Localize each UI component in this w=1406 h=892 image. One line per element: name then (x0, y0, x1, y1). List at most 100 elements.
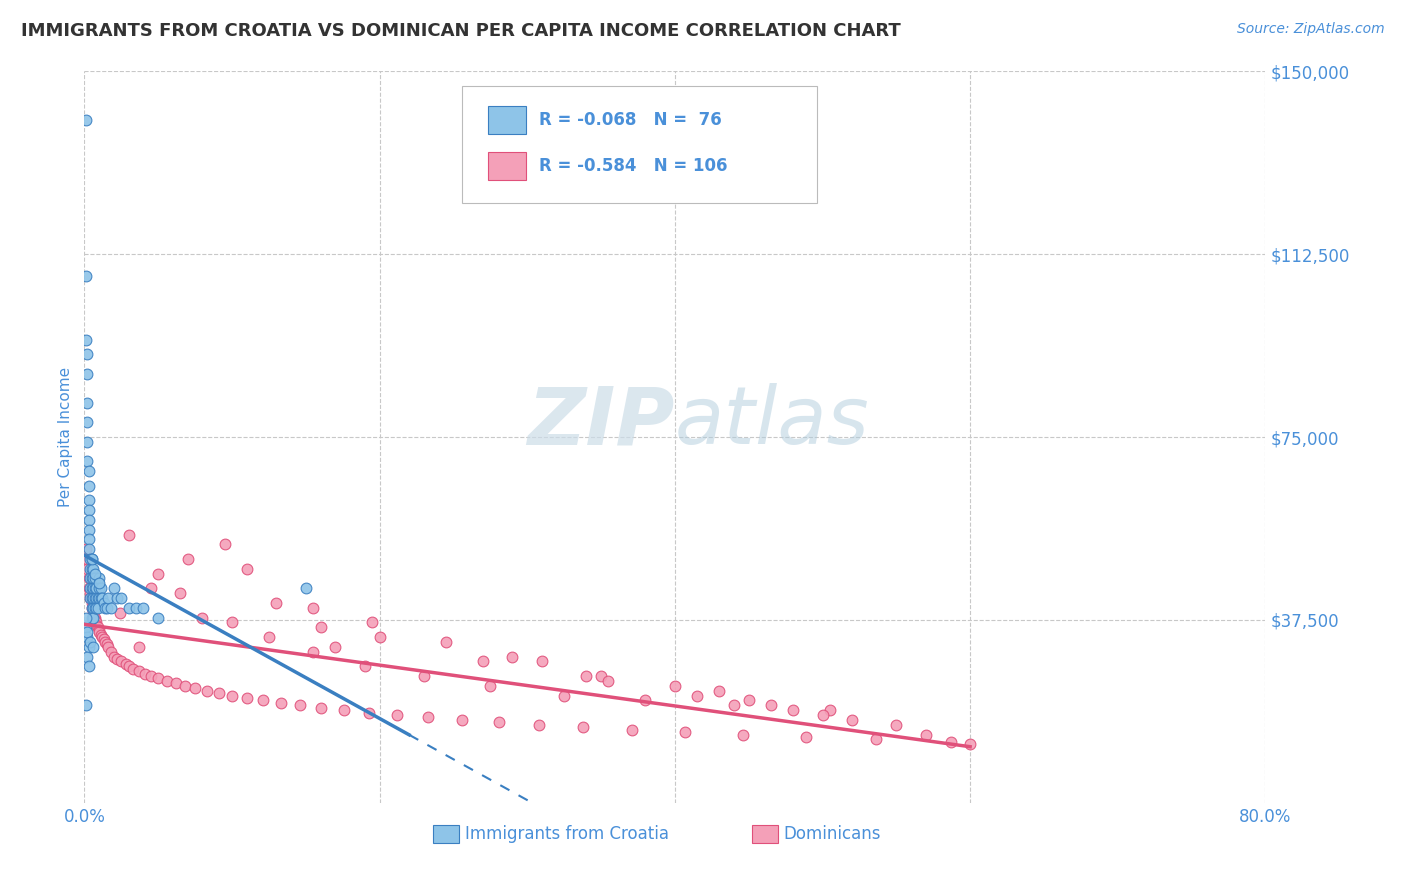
Point (94, 600, 117, 615)
Point (531, 654, 554, 668)
Point (96, 637, 118, 651)
Point (80, 572, 103, 586)
Point (221, 689, 243, 703)
Point (83, 613, 105, 627)
Point (134, 666, 156, 681)
Point (84, 581, 107, 595)
Point (634, 693, 657, 707)
Point (82, 591, 104, 605)
Text: R = -0.068   N =  76: R = -0.068 N = 76 (538, 111, 721, 128)
Point (87, 581, 111, 595)
Text: Source: ZipAtlas.com: Source: ZipAtlas.com (1237, 22, 1385, 37)
Point (105, 652, 128, 666)
Point (80, 552, 103, 566)
Point (572, 720, 595, 734)
Point (84, 617, 107, 632)
Point (100, 600, 122, 615)
Point (76, 396, 98, 410)
Point (91, 591, 114, 605)
Point (325, 640, 347, 654)
Point (103, 649, 125, 664)
Point (90, 591, 112, 605)
Point (77, 640, 100, 654)
Point (90, 581, 112, 595)
Point (75, 542, 97, 557)
Point (79, 591, 101, 605)
Point (169, 586, 191, 600)
Point (75, 269, 97, 284)
Point (83, 610, 105, 624)
Point (83, 566, 105, 581)
Point (959, 737, 981, 751)
Point (110, 591, 132, 605)
Point (86, 591, 108, 605)
Point (139, 581, 162, 595)
Point (80, 596, 103, 610)
Point (76, 630, 98, 644)
Point (794, 730, 817, 744)
Point (87, 623, 111, 637)
Point (76, 347, 98, 361)
Point (108, 606, 131, 620)
Point (82, 562, 104, 576)
Point (84, 615, 107, 630)
Point (79, 552, 101, 566)
Point (77, 542, 100, 557)
Point (118, 659, 141, 673)
Point (105, 591, 128, 605)
Point (80, 600, 103, 615)
Point (148, 672, 170, 686)
Text: atlas: atlas (675, 384, 870, 461)
Point (82, 600, 104, 615)
Point (621, 723, 644, 737)
Point (361, 615, 384, 630)
Point (83, 591, 105, 605)
Point (82, 640, 104, 654)
Point (77, 581, 100, 595)
Point (479, 679, 502, 693)
Point (195, 683, 218, 698)
Point (79, 562, 101, 576)
Point (118, 600, 141, 615)
Point (86, 600, 108, 615)
Point (76, 416, 98, 430)
Point (77, 659, 100, 673)
Point (488, 715, 510, 730)
Point (94, 635, 117, 649)
Point (80, 610, 103, 624)
Point (103, 581, 125, 595)
Text: R = -0.584   N = 106: R = -0.584 N = 106 (538, 157, 727, 175)
Point (359, 706, 381, 720)
Point (148, 610, 170, 624)
Point (76, 552, 98, 566)
Bar (488, 106, 526, 134)
Point (501, 649, 523, 664)
Point (91, 630, 114, 644)
Point (252, 693, 274, 707)
Point (686, 689, 709, 703)
Point (731, 727, 754, 741)
Point (472, 654, 495, 668)
Text: Dominicans: Dominicans (783, 824, 882, 843)
Y-axis label: Per Capita Income: Per Capita Income (58, 367, 73, 508)
Point (302, 645, 325, 659)
Point (128, 664, 150, 678)
Point (75, 333, 97, 347)
Point (257, 630, 280, 644)
Point (79, 586, 101, 600)
Point (77, 479, 100, 493)
Point (97, 591, 120, 605)
Bar (752, 825, 778, 843)
Point (75, 620, 97, 634)
Point (90, 627, 112, 641)
Point (309, 620, 332, 634)
Point (295, 581, 318, 595)
Point (165, 676, 187, 690)
Point (553, 689, 575, 703)
Point (79, 635, 101, 649)
Text: IMMIGRANTS FROM CROATIA VS DOMINICAN PER CAPITA INCOME CORRELATION CHART: IMMIGRANTS FROM CROATIA VS DOMINICAN PER… (21, 22, 901, 40)
Point (80, 600, 103, 615)
Point (709, 683, 731, 698)
Text: ZIP: ZIP (527, 384, 675, 461)
Point (236, 562, 259, 576)
